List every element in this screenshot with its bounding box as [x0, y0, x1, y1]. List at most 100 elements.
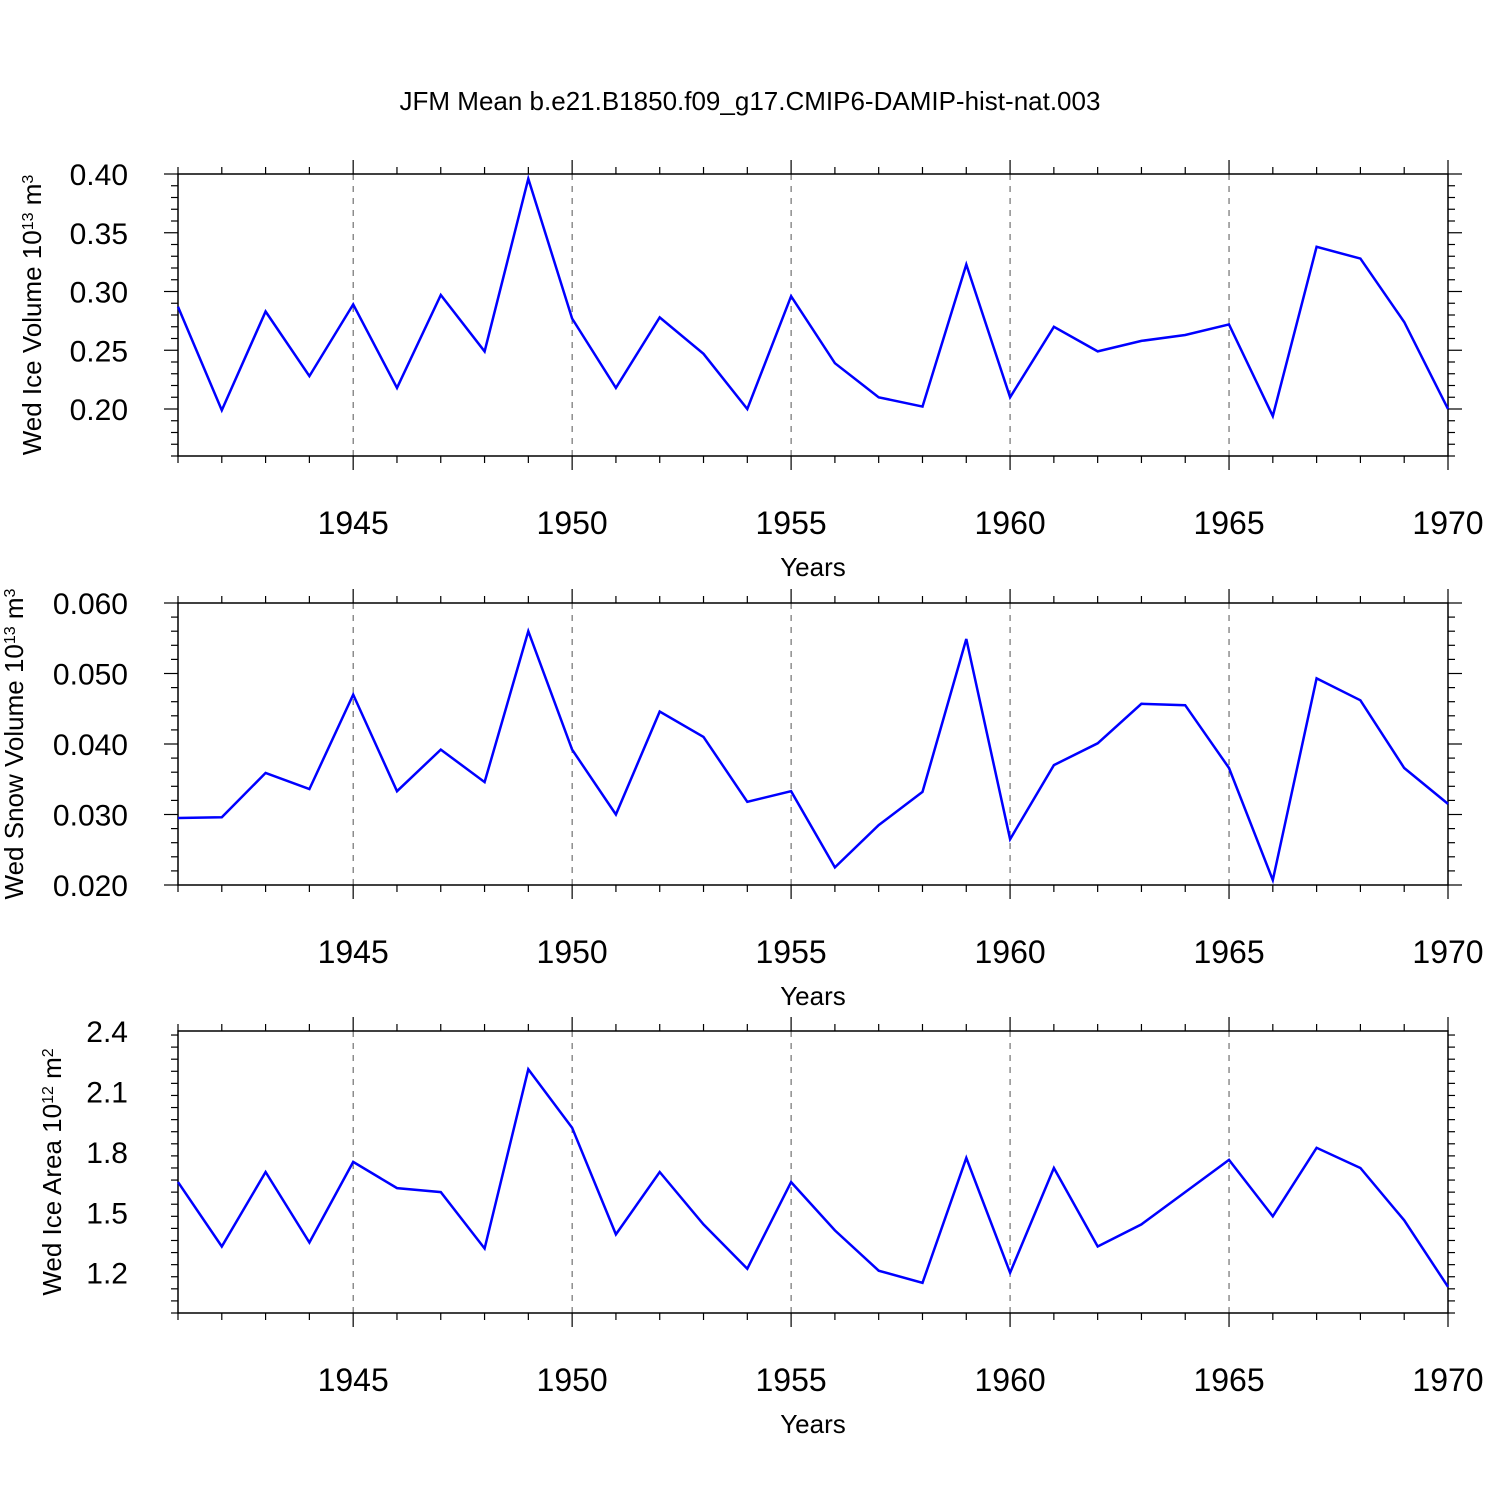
- x-axis-label: Years: [780, 981, 846, 1011]
- data-point: [614, 1232, 618, 1236]
- x-axis-label: Years: [780, 1409, 846, 1439]
- data-point: [789, 1180, 793, 1184]
- data-point: [833, 865, 837, 869]
- y-tick-label: 1.8: [86, 1137, 128, 1170]
- data-point: [1446, 407, 1450, 411]
- data-point: [395, 789, 399, 793]
- x-tick-label: 1950: [537, 505, 608, 541]
- panel-3: 1.2 1.5 1.8 2.1 2.4 1945 1950 1955 1960 1965 1970 Y…: [37, 1016, 1484, 1439]
- data-point: [307, 1241, 311, 1245]
- data-point: [351, 693, 355, 697]
- data-point: [658, 315, 662, 319]
- data-point: [614, 813, 618, 817]
- data-point: [1183, 333, 1187, 337]
- data-point: [307, 374, 311, 378]
- data-point: [1227, 1158, 1231, 1162]
- data-point: [964, 1156, 968, 1160]
- data-point: [1052, 1166, 1056, 1170]
- y-axis-label: Wed Ice Area 1012 m2: [37, 1048, 67, 1295]
- x-axis-label: Years: [780, 552, 846, 582]
- data-point: [1008, 395, 1012, 399]
- data-point: [570, 748, 574, 752]
- data-point: [877, 823, 881, 827]
- data-point: [920, 1281, 924, 1285]
- series-line: [177, 627, 1449, 885]
- data-point: [526, 629, 530, 633]
- data-point: [1358, 257, 1362, 261]
- data-point: [702, 1222, 706, 1226]
- y-tick-label: 0.20: [70, 394, 128, 427]
- y-tick-label: 0.030: [53, 800, 128, 833]
- x-tick-label: 1960: [974, 505, 1045, 541]
- y-tick-label: 0.020: [53, 870, 128, 903]
- data-point: [1096, 741, 1100, 745]
- panel-1: 0.20 0.25 0.30 0.35 0.40 1945 1950 1955 1960 1965…: [17, 159, 1484, 582]
- data-point: [789, 294, 793, 298]
- data-point: [526, 1067, 530, 1071]
- data-point: [1008, 837, 1012, 841]
- data-point: [1139, 702, 1143, 706]
- data-point: [395, 1186, 399, 1190]
- data-point: [439, 293, 443, 297]
- y-tick-label: 0.30: [70, 277, 128, 310]
- data-point: [1315, 1146, 1319, 1150]
- data-point: [614, 386, 618, 390]
- data-point: [307, 787, 311, 791]
- series-line: [176, 1066, 1450, 1288]
- data-point: [1183, 703, 1187, 707]
- data-point: [789, 789, 793, 793]
- data-point: [833, 361, 837, 365]
- data-point: [920, 405, 924, 409]
- data-point: [1271, 414, 1275, 418]
- y-tick-label: 0.25: [70, 335, 128, 368]
- data-point: [570, 1126, 574, 1130]
- data-point: [1271, 1214, 1275, 1218]
- data-point: [745, 1267, 749, 1271]
- data-point: [220, 408, 224, 412]
- figure-title: JFM Mean b.e21.B1850.f09_g17.CMIP6-DAMIP…: [400, 86, 1101, 116]
- y-axis-label: Wed Snow Volume 1013 m3: [0, 588, 29, 899]
- data-point: [264, 309, 268, 313]
- x-tick-label: 1950: [537, 934, 608, 970]
- data-point: [920, 790, 924, 794]
- data-point: [264, 1170, 268, 1174]
- data-point: [1402, 320, 1406, 324]
- data-point: [1183, 1190, 1187, 1194]
- data-point: [526, 177, 530, 181]
- x-tick-label: 1945: [318, 505, 389, 541]
- data-point: [658, 710, 662, 714]
- data-point: [1052, 325, 1056, 329]
- data-point: [1402, 1218, 1406, 1222]
- data-point: [1358, 698, 1362, 702]
- data-point: [1096, 1245, 1100, 1249]
- data-point: [176, 305, 180, 309]
- panel-2: 0.020 0.030 0.040 0.050 0.060 1945 1950 1955 196…: [0, 588, 1484, 1011]
- x-tick-label: 1955: [756, 1362, 827, 1398]
- data-point: [1315, 676, 1319, 680]
- x-tick-label: 1970: [1412, 505, 1483, 541]
- data-point: [1271, 878, 1275, 882]
- data-point: [702, 735, 706, 739]
- x-tick-label: 1970: [1412, 1362, 1483, 1398]
- y-tick-label: 0.060: [53, 588, 128, 621]
- y-tick-label: 1.5: [86, 1197, 128, 1230]
- x-tick-label: 1945: [318, 1362, 389, 1398]
- x-tick-label: 1960: [974, 1362, 1045, 1398]
- x-tick-label: 1960: [974, 934, 1045, 970]
- data-point: [395, 386, 399, 390]
- data-point: [220, 1245, 224, 1249]
- data-point: [351, 302, 355, 306]
- data-point: [1446, 1285, 1450, 1289]
- y-tick-label: 0.040: [53, 729, 128, 762]
- y-tick-label: 2.1: [86, 1076, 128, 1109]
- data-point: [1315, 245, 1319, 249]
- data-point: [877, 1269, 881, 1273]
- data-point: [1052, 763, 1056, 767]
- y-tick-label: 0.050: [53, 659, 128, 692]
- x-tick-label: 1945: [318, 934, 389, 970]
- data-point: [351, 1160, 355, 1164]
- x-tick-label: 1955: [756, 934, 827, 970]
- x-tick-label: 1965: [1193, 1362, 1264, 1398]
